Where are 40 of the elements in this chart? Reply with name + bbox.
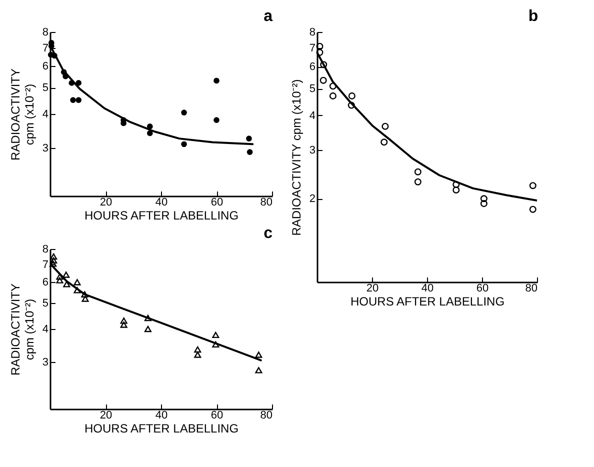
x-tick-label: 60 (476, 282, 489, 294)
x-tick-label: 80 (525, 282, 538, 294)
y-axis-title: RADIOACTIVITY cpm (x10⁻²) (289, 79, 304, 236)
x-axis-title: HOURS AFTER LABELLING (84, 208, 239, 222)
y-tick-label: 2 (309, 193, 316, 206)
x-tick-label: 60 (210, 410, 224, 422)
y-tick-label: 8 (309, 26, 316, 38)
x-tick-label: 20 (100, 410, 112, 422)
x-tick-label: 20 (100, 196, 112, 208)
x-tick-label: 40 (421, 282, 434, 294)
x-tick-label: 20 (366, 282, 379, 294)
y-tick-label: 7 (42, 42, 48, 54)
chart-title: b (528, 8, 538, 25)
y-tick-label: 4 (42, 108, 48, 120)
y-tick-label: 5 (309, 83, 316, 96)
x-tick-label: 80 (260, 196, 272, 208)
y-axis-title: RADIOACTIVITY cpm (x10⁻²) (8, 283, 36, 376)
x-tick-label: 40 (155, 196, 168, 208)
y-tick-label: 3 (42, 142, 48, 155)
y-tick-label: 5 (42, 82, 48, 94)
y-tick-label: 8 (42, 26, 48, 38)
y-tick-label: 6 (42, 276, 48, 289)
x-axis-title: HOURS AFTER LABELLING (84, 422, 239, 436)
x-axis-title: HOURS AFTER LABELLING (350, 294, 505, 308)
y-tick-label: 8 (42, 244, 48, 256)
x-tick-label: 80 (260, 410, 272, 422)
y-tick-label: 6 (42, 60, 48, 73)
y-tick-label: 4 (309, 110, 316, 122)
y-tick-label: 3 (42, 356, 48, 369)
chart-title: c (264, 225, 273, 242)
y-tick-label: 5 (42, 298, 48, 310)
y-tick-label: 4 (42, 324, 48, 336)
x-tick-label: 40 (155, 410, 168, 422)
y-tick-label: 6 (309, 61, 316, 74)
y-tick-label: 3 (309, 144, 316, 156)
chart-title: a (264, 8, 273, 25)
x-tick-label: 60 (210, 196, 224, 208)
y-tick-label: 7 (309, 42, 316, 55)
y-axis-title: RADIOACTIVITY cpm (x10⁻²) (8, 68, 36, 161)
y-tick-label: 7 (42, 258, 48, 271)
